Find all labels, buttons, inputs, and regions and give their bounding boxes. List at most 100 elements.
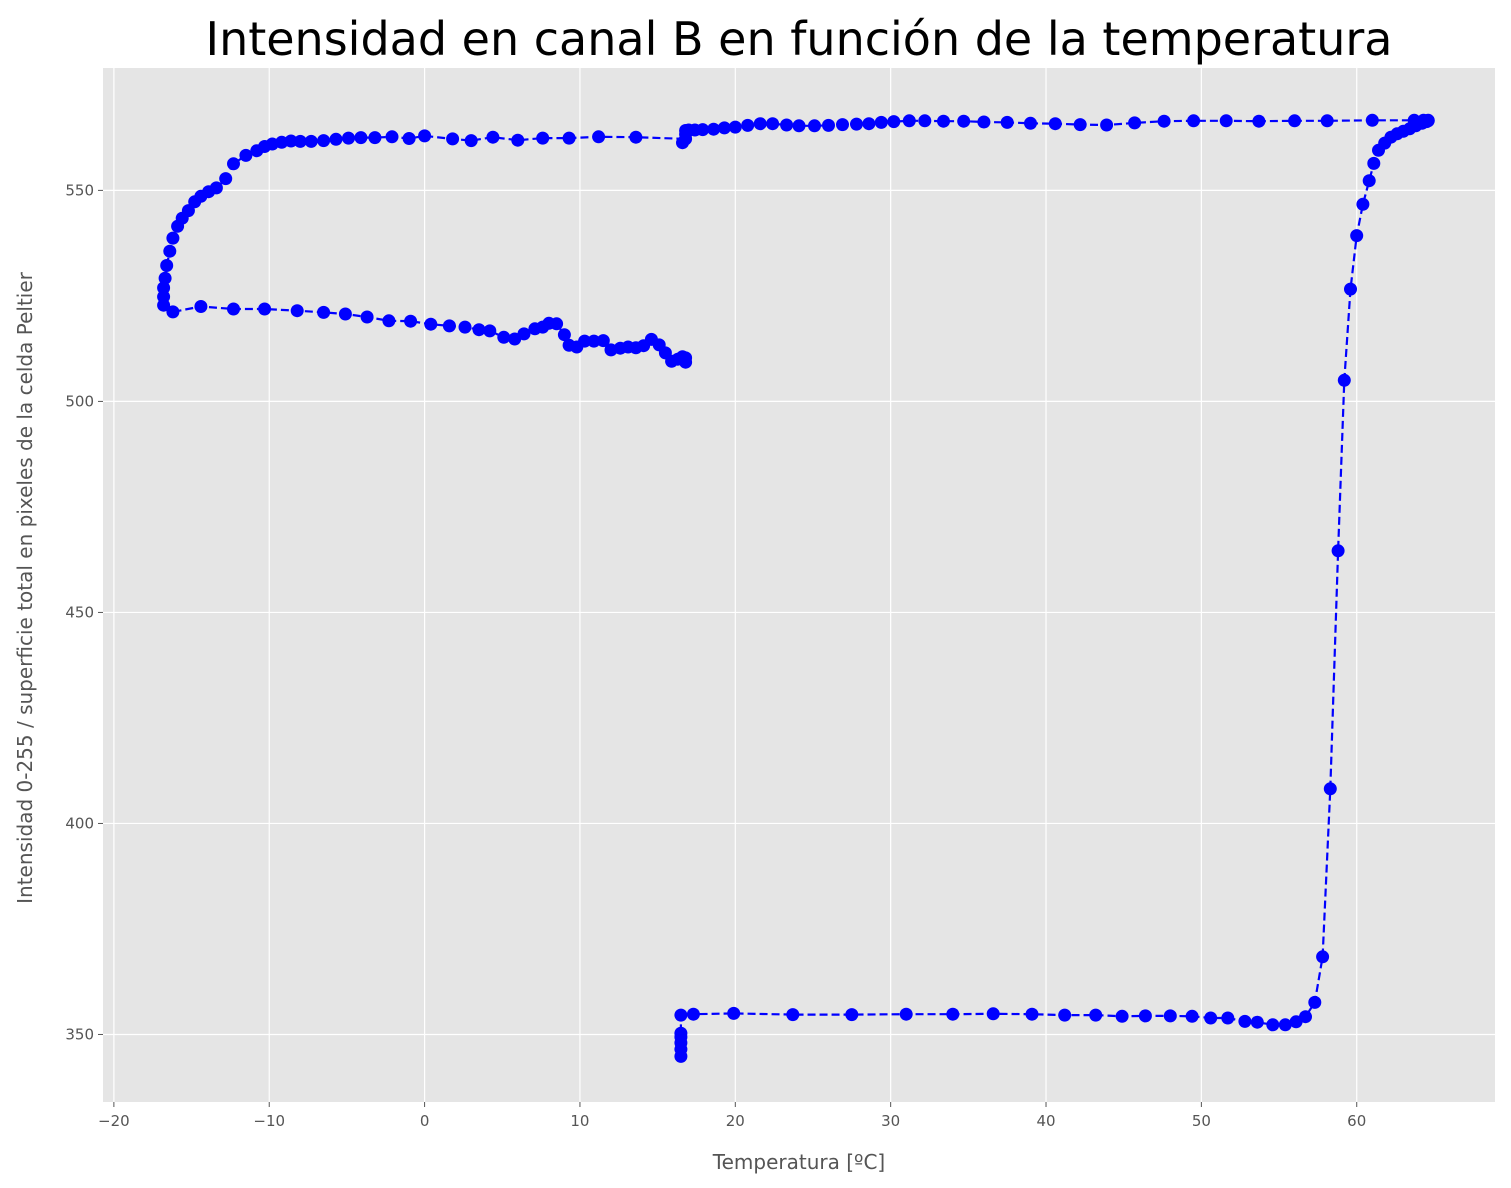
data-point [166, 305, 180, 319]
data-point [497, 330, 511, 344]
data-point [317, 305, 331, 319]
data-point [442, 319, 456, 333]
data-point [1089, 1008, 1103, 1022]
data-point [536, 131, 550, 145]
data-point [1362, 174, 1376, 188]
data-point [887, 115, 901, 129]
data-point [679, 355, 693, 369]
x-tick-label: −10 [253, 1112, 285, 1130]
data-point [1221, 1011, 1235, 1025]
data-point [250, 144, 264, 158]
data-point [160, 259, 174, 272]
data-point [1250, 1015, 1264, 1029]
data-point [679, 132, 693, 146]
data-point [157, 298, 171, 312]
data-point [360, 310, 374, 324]
data-point [258, 302, 272, 316]
data-point [1407, 113, 1421, 127]
data-point [486, 130, 500, 144]
data-point [1048, 117, 1062, 131]
x-axis-label: Temperatura [ºC] [712, 1150, 885, 1174]
data-point [707, 122, 721, 136]
data-point [1323, 782, 1337, 796]
data-point [1344, 282, 1357, 296]
data-point [290, 304, 304, 318]
x-tick-label: 50 [1192, 1112, 1211, 1130]
data-point [957, 114, 971, 128]
data-point [918, 114, 932, 128]
data-point [728, 120, 742, 134]
data-point [717, 121, 731, 135]
data-point [1266, 1018, 1280, 1032]
data-point [592, 130, 606, 144]
data-point [1204, 1011, 1218, 1025]
data-point [1337, 373, 1351, 387]
data-point [402, 132, 416, 145]
data-point [163, 244, 177, 258]
data-point [239, 148, 253, 162]
y-tick-label: 350 [65, 1025, 94, 1043]
data-point [1115, 1009, 1129, 1023]
x-tick-label: 30 [881, 1112, 900, 1130]
data-point [404, 314, 418, 328]
data-point [822, 118, 835, 132]
grid [103, 68, 1495, 1102]
y-tick-label: 450 [65, 603, 94, 621]
x-tick-label: 10 [570, 1112, 589, 1130]
data-point [446, 132, 460, 146]
data-point [629, 130, 643, 144]
x-tick-label: 40 [1036, 1112, 1055, 1130]
data-point [1000, 115, 1014, 129]
data-point [874, 115, 888, 129]
data-point [1138, 1009, 1152, 1023]
data-point [1238, 1014, 1252, 1028]
data-point [1025, 1007, 1039, 1021]
data-point [786, 1008, 800, 1022]
data-point [836, 118, 849, 132]
data-point [946, 1007, 960, 1021]
data-point [342, 131, 355, 145]
data-point [1316, 950, 1330, 964]
data-point [1278, 1018, 1292, 1032]
data-point [194, 300, 208, 313]
data-point [227, 302, 240, 316]
data-point [1417, 113, 1430, 127]
data-point [483, 324, 497, 338]
data-point [418, 129, 432, 143]
data-point [368, 131, 382, 145]
data-point [937, 114, 950, 128]
data-point [464, 134, 478, 148]
data-point [1100, 118, 1114, 132]
data-point [845, 1008, 859, 1022]
x-axis-ticks: −20 −10 0 10 20 30 40 50 60 [98, 1102, 1366, 1130]
x-tick-label: 0 [420, 1112, 430, 1130]
data-point [1365, 113, 1379, 127]
data-point [1288, 114, 1302, 128]
data-point [227, 157, 240, 171]
data-point [986, 1007, 1000, 1021]
x-tick-label: 60 [1347, 1112, 1366, 1130]
data-point [578, 334, 592, 348]
data-point [850, 117, 863, 131]
data-point [219, 172, 233, 186]
data-point [1356, 197, 1370, 211]
data-point [1299, 1010, 1312, 1024]
data-point [354, 131, 368, 145]
data-point [1350, 229, 1364, 243]
data-point [293, 134, 307, 148]
y-axis-label: Intensidad 0-255 / superficie total en p… [13, 271, 37, 904]
data-point [304, 134, 318, 148]
data-point [1219, 114, 1233, 128]
data-point [511, 133, 525, 147]
data-point [158, 271, 172, 285]
series-markers [157, 113, 1435, 1063]
data-point [329, 132, 343, 146]
x-tick-label: −20 [98, 1112, 130, 1130]
data-point [674, 1026, 688, 1040]
data-point [780, 118, 794, 132]
data-point [899, 1007, 913, 1021]
y-tick-label: 500 [65, 392, 94, 410]
data-point [317, 134, 331, 148]
data-point [166, 231, 180, 245]
data-point [1073, 118, 1087, 132]
